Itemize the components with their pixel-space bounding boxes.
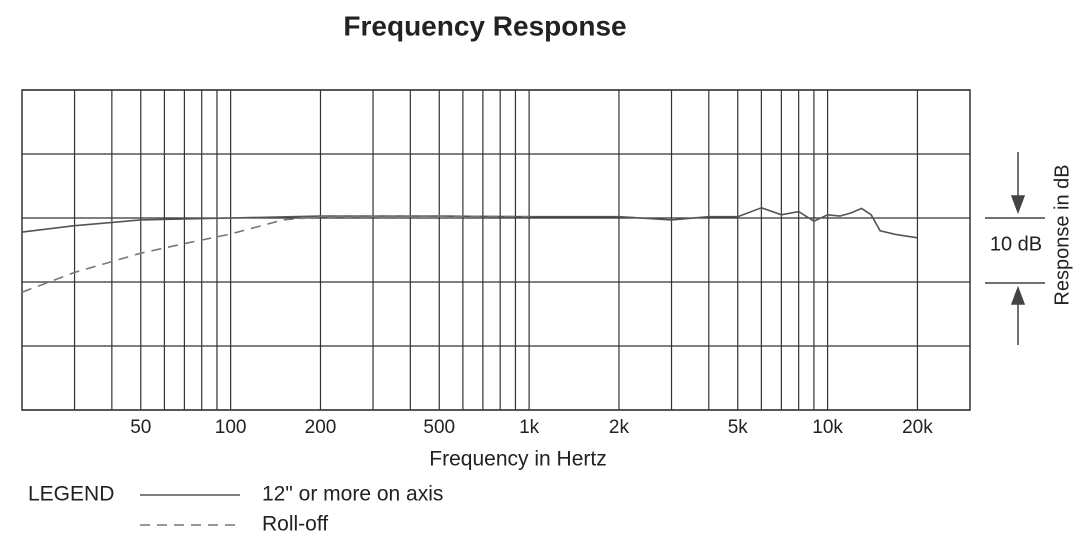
y-axis-label: Response in dB bbox=[1051, 164, 1073, 305]
data-line bbox=[21, 206, 918, 239]
scale-marker bbox=[985, 152, 1045, 345]
x-tick-label: 2k bbox=[609, 417, 630, 438]
x-tick-label: 20k bbox=[902, 417, 933, 438]
annotation: 10 dB bbox=[990, 233, 1042, 255]
x-axis-label: Frequency in Hertz bbox=[429, 448, 606, 471]
data-line bbox=[21, 215, 530, 293]
x-tick-label: 50 bbox=[130, 417, 151, 438]
x-tick-label: 500 bbox=[423, 417, 455, 438]
x-tick-label: 10k bbox=[812, 417, 843, 438]
x-tick-label: 100 bbox=[215, 417, 247, 438]
x-tick-label: 5k bbox=[728, 417, 749, 438]
chart-title: Frequency Response bbox=[343, 10, 626, 41]
legend-title: LEGEND bbox=[28, 483, 114, 506]
x-tick-label: 200 bbox=[305, 417, 337, 438]
legend-label: Roll-off bbox=[262, 513, 328, 536]
x-tick-label: 1k bbox=[519, 417, 540, 438]
legend-label: 12" or more on axis bbox=[262, 483, 443, 506]
